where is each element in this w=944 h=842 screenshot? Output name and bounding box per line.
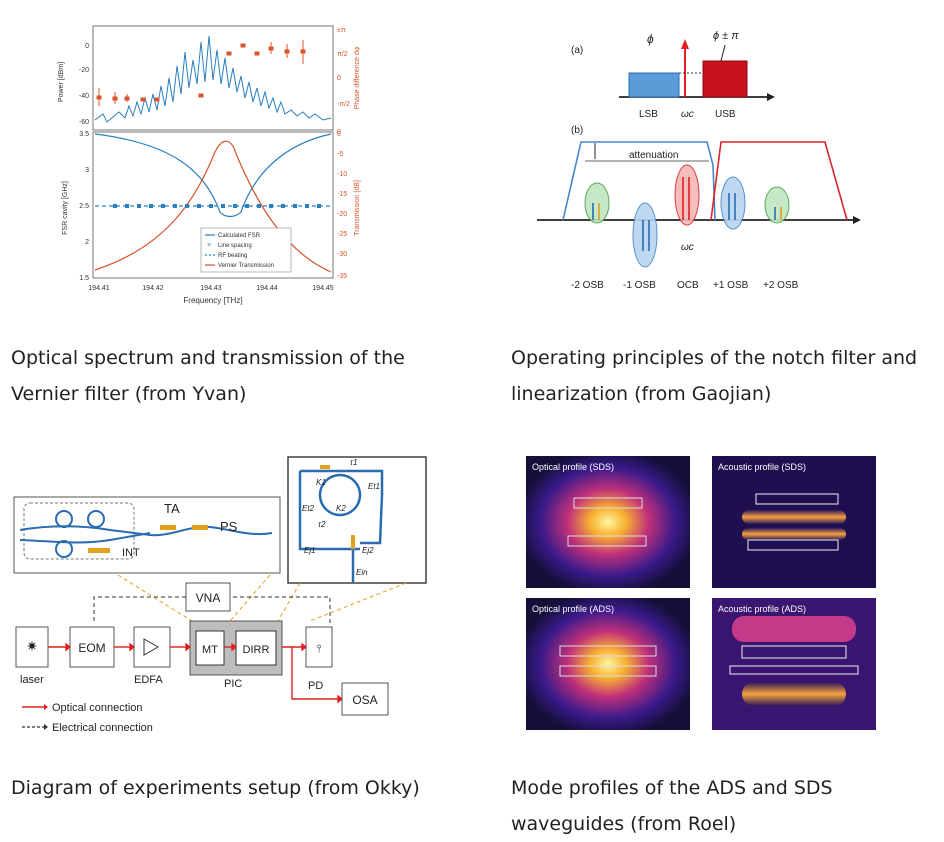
usb-label: USB xyxy=(715,109,736,120)
fig1-top-ytick: -20 xyxy=(79,67,89,74)
fig1-top-y2tick: ±π xyxy=(337,27,346,34)
sideband-label: +1 OSB xyxy=(713,280,749,291)
fig1-xtick: 194.42 xyxy=(142,285,164,292)
svg-text:⫯: ⫯ xyxy=(317,643,322,655)
fig1-xlabel: Frequency [THz] xyxy=(183,296,242,305)
fig2-caption: Operating principles of the notch filter… xyxy=(511,347,918,405)
label-a: (a) xyxy=(571,45,583,56)
fig1-bot-ytick: 2 xyxy=(85,239,89,246)
legend-item: Calculated FSR xyxy=(218,233,261,239)
fig1-bot-y2tick: -30 xyxy=(337,251,347,258)
ring-label: Et2 xyxy=(302,504,315,513)
fig1-top-y2tick: 0 xyxy=(337,75,341,82)
fig1-bot-ytick: 1.5 xyxy=(79,275,89,282)
fig1-xtick: 194.45 xyxy=(312,285,334,292)
mt-box: MT xyxy=(202,644,218,656)
experiment-setup-figure: TA PS INT τ1 K1 Et1 Et2 K2 τ2 Ej1 Ej2 Ei… xyxy=(13,456,427,734)
legend-item: Line spacing xyxy=(218,243,252,249)
phi-label: ϕ xyxy=(647,32,654,46)
laser-label: laser xyxy=(20,674,44,686)
legend-item: RF beating xyxy=(218,253,247,259)
fig1-bot-y2tick: 0 xyxy=(337,131,341,138)
sideband-label: -2 OSB xyxy=(571,280,604,291)
sideband-label: OCB xyxy=(677,280,699,291)
wc-label: ωc xyxy=(681,109,694,120)
ring-label: K2 xyxy=(336,504,346,513)
fig1-top-ytick: 0 xyxy=(85,43,89,50)
fig1-bot-ytick: 2.5 xyxy=(79,203,89,210)
fig1-top-y2tick: π/2 xyxy=(337,51,348,58)
ring-label: K1 xyxy=(316,478,326,487)
edfa-label: EDFA xyxy=(134,674,163,686)
fig1-top-ylabel: Power [dBm] xyxy=(58,62,65,102)
vernier-spectrum-figure: Power [dBm] Phase difference dφ 0 -20 -4… xyxy=(58,25,361,305)
eom-box: EOM xyxy=(78,641,105,655)
ring-label: τ1 xyxy=(350,458,357,467)
fig1-legend: Calculated FSR × Line spacing RF beating… xyxy=(200,227,292,273)
ta-label: TA xyxy=(164,501,180,516)
legend-electrical: Electrical connection xyxy=(52,722,153,734)
fig1-xtick: 194.44 xyxy=(256,285,278,292)
sideband-label: -1 OSB xyxy=(623,280,656,291)
fig4-caption: Mode profiles of the ADS and SDS wavegui… xyxy=(511,777,833,835)
fig1-top-ytick: -40 xyxy=(79,93,89,100)
fig1-bot-y2tick: -25 xyxy=(337,231,347,238)
legend-item: Vernier Transmission xyxy=(218,263,274,269)
label-b: (b) xyxy=(571,125,583,136)
notch-filter-figure: (a) ϕ ϕ ± π LSB ωc USB (b) attenuation ω… xyxy=(537,30,861,291)
wc-label-b: ωc xyxy=(681,242,694,253)
fig1-top-y2tick: -π/2 xyxy=(337,101,350,108)
fig1-bot-y2label: Transmission [dB] xyxy=(354,180,361,236)
sideband-label: +2 OSB xyxy=(763,280,799,291)
fig1-top-y2label: Phase difference dφ xyxy=(354,46,361,109)
mode-profiles-figure: Optical profile (SDS) Acoustic profile (… xyxy=(526,456,876,730)
fig1-top-y2tick: 0 xyxy=(337,129,341,136)
svg-text:×: × xyxy=(207,242,211,249)
panel-title: Acoustic profile (ADS) xyxy=(718,604,806,614)
ps-label: PS xyxy=(220,519,238,534)
phi-pi-label: ϕ ± π xyxy=(713,30,739,42)
fig1-bot-y2tick: -10 xyxy=(337,171,347,178)
fig1-bot-y2tick: -15 xyxy=(337,191,347,198)
dirr-box: DIRR xyxy=(243,644,270,656)
ring-label: Ein xyxy=(356,568,368,577)
pic-label: PIC xyxy=(224,678,242,690)
panel-title: Optical profile (ADS) xyxy=(532,604,614,614)
fig3-caption: Diagram of experiments setup (from Okky) xyxy=(11,777,420,799)
panel-title: Acoustic profile (SDS) xyxy=(718,462,806,472)
fig1-caption: Optical spectrum and transmission of the… xyxy=(11,347,405,405)
fig1-bot-y2tick: -20 xyxy=(337,211,347,218)
ring-label: Ej1 xyxy=(304,546,316,555)
ring-label: Et1 xyxy=(368,482,380,491)
legend-optical: Optical connection xyxy=(52,702,143,714)
fig1-bot-y2tick: -35 xyxy=(337,273,347,280)
osa-box: OSA xyxy=(352,693,377,707)
vna-box: VNA xyxy=(196,591,221,605)
fig1-bot-ytick: 3 xyxy=(85,167,89,174)
fig1-top-ytick: -60 xyxy=(79,119,89,126)
fig1-bot-y2tick: -5 xyxy=(337,151,343,158)
svg-text:✷: ✷ xyxy=(26,638,38,654)
ring-label: τ2 xyxy=(318,520,326,529)
pd-label: PD xyxy=(308,680,323,692)
attenuation-label: attenuation xyxy=(629,150,679,161)
fig1-bot-ylabel: FSR cavity [GHz] xyxy=(62,181,69,235)
panel-title: Optical profile (SDS) xyxy=(532,462,614,472)
fig1-xtick: 194.43 xyxy=(200,285,222,292)
lsb-label: LSB xyxy=(639,109,658,120)
int-label: INT xyxy=(122,547,140,559)
fig1-bot-ytick: 3.5 xyxy=(79,131,89,138)
ring-label: Ej2 xyxy=(362,546,374,555)
fig1-xtick: 194.41 xyxy=(88,285,110,292)
